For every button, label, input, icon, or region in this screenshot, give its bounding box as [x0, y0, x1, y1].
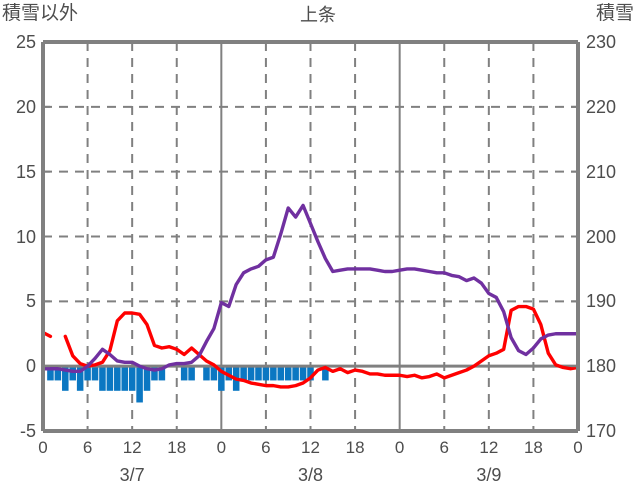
x-tick: 0 — [216, 438, 227, 457]
y-tick-left: 25 — [15, 32, 36, 52]
y-tick-right: 220 — [586, 96, 617, 117]
y-tick-right: 170 — [586, 421, 617, 441]
y-tick-left: 5 — [25, 291, 36, 312]
x-tick: 6 — [82, 438, 93, 457]
left-axis-title: 積雪以外 — [2, 3, 79, 24]
x-tick: 0 — [573, 438, 583, 457]
x-tick: 12 — [301, 438, 320, 457]
x-tick: 18 — [167, 438, 187, 457]
day-label: 3/7 — [119, 465, 145, 485]
x-tick: 18 — [345, 438, 365, 457]
y-tick-right: 200 — [586, 226, 617, 247]
x-tick: 18 — [523, 438, 543, 457]
y-tick-left: 20 — [15, 96, 36, 117]
y-tick-left: 15 — [15, 161, 36, 182]
y-tick-right: 180 — [586, 356, 617, 377]
y-tick-left: 10 — [15, 226, 36, 247]
y-tick-right: 230 — [586, 32, 617, 52]
y-tick-left: -5 — [19, 421, 36, 441]
plot-frame — [41, 40, 580, 433]
y-tick-right: 210 — [586, 161, 617, 182]
x-tick: 6 — [261, 438, 271, 457]
day-label: 3/9 — [476, 465, 502, 485]
x-tick: 0 — [38, 438, 48, 457]
x-tick: 6 — [439, 438, 449, 457]
x-tick: 12 — [122, 438, 142, 457]
day-label: 3/8 — [297, 465, 324, 485]
x-tick: 12 — [479, 438, 499, 457]
line-series-group — [41, 203, 580, 389]
y-tick-left: 0 — [25, 356, 36, 377]
chart-title: 上条 — [300, 5, 336, 25]
x-tick: 0 — [394, 438, 405, 457]
right-axis-title: 積雪 — [595, 3, 634, 24]
y-tick-right: 190 — [586, 291, 617, 312]
bar-series-blue — [47, 366, 329, 403]
